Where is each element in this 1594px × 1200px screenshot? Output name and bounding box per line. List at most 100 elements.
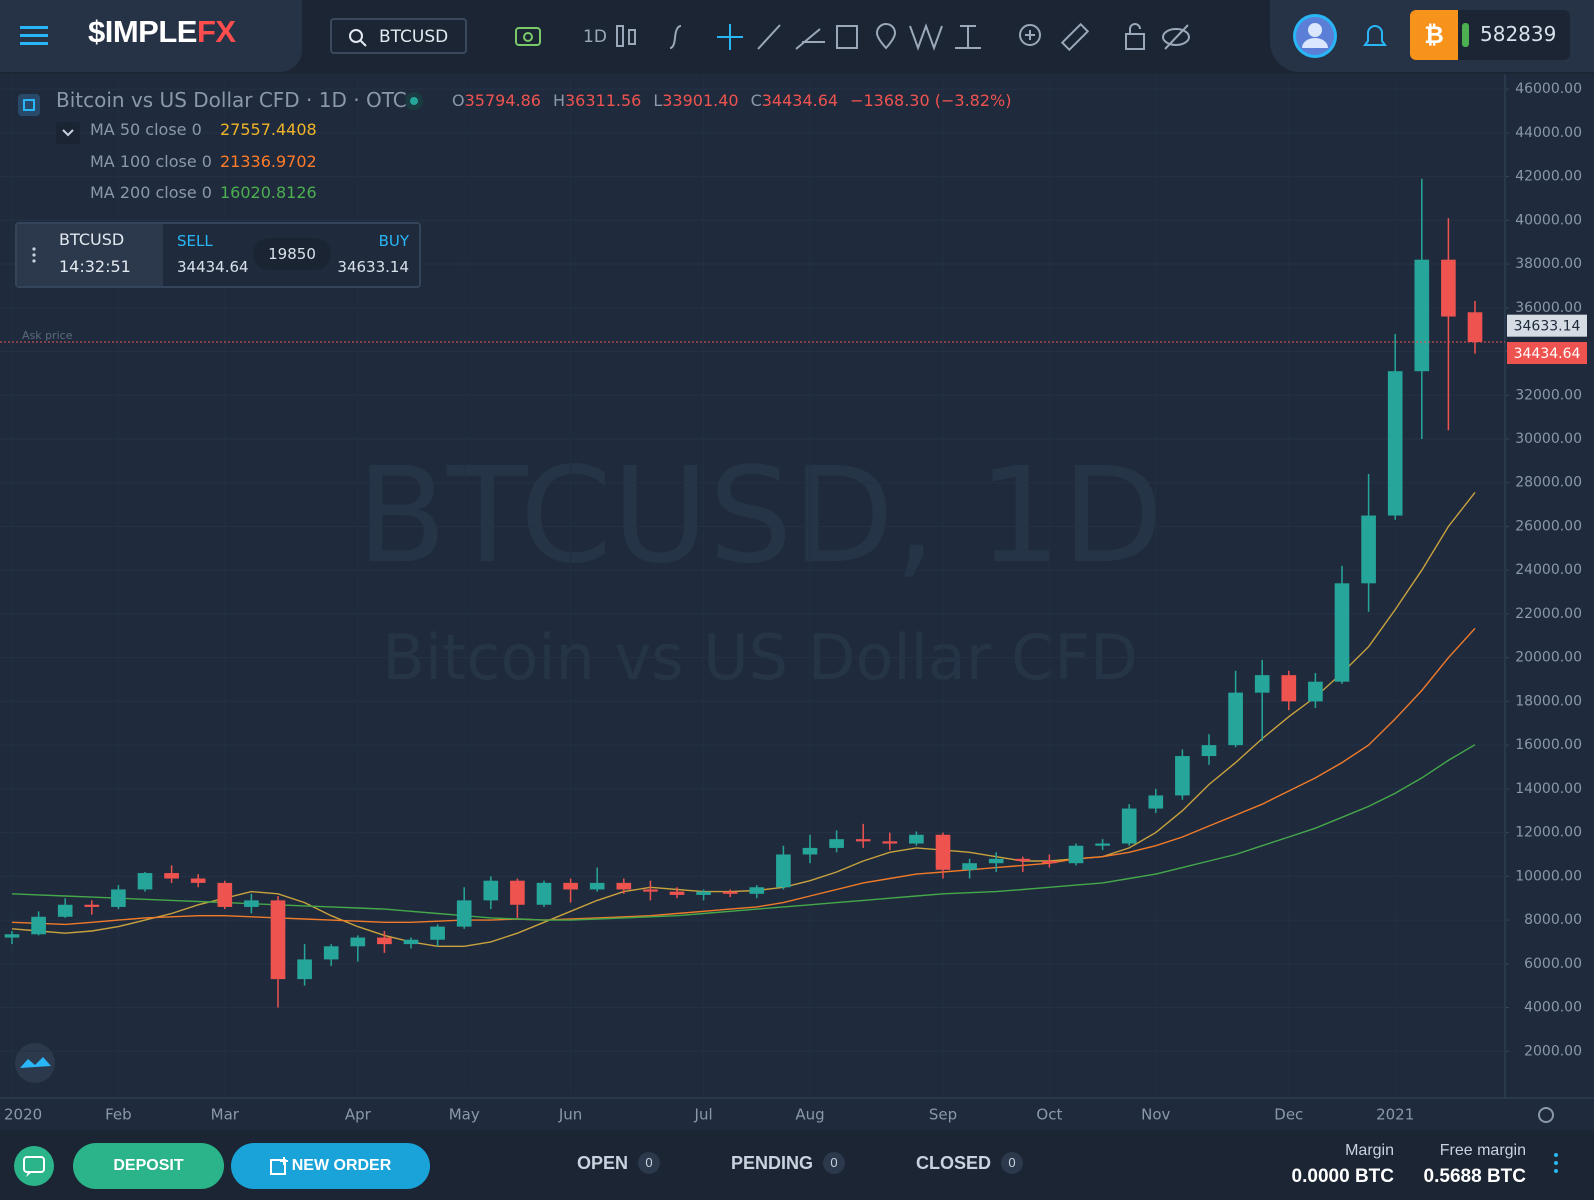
ohlc-legend: O35794.86 H36311.56 L33901.40 C34434.64 −136… <box>452 91 1011 110</box>
fib-button[interactable] <box>795 28 821 50</box>
candle-body <box>57 904 73 917</box>
candle-body <box>962 863 977 870</box>
trade-symbol: BTCUSD <box>59 230 125 249</box>
settings-icon[interactable] <box>1538 1107 1554 1123</box>
y-tick-label: 8000.00 <box>1524 912 1582 928</box>
x-tick-label: Mar <box>211 1106 240 1124</box>
x-tick-label: Oct <box>1036 1106 1062 1124</box>
free-margin-label: Free margin <box>1439 1142 1526 1159</box>
marker-button[interactable] <box>875 23 897 50</box>
chart-type-button[interactable] <box>616 25 624 47</box>
svg-text:₿: ₿ <box>1424 21 1444 49</box>
candle-body <box>244 900 259 907</box>
y-tick-label: 20000.00 <box>1515 650 1582 666</box>
tab-label: PENDING <box>731 1152 814 1173</box>
new-order-button[interactable]: NEW ORDER <box>231 1143 430 1189</box>
candle-body <box>643 889 658 892</box>
chart-logo-button[interactable] <box>15 1043 55 1083</box>
candle-body <box>1068 845 1084 864</box>
y-tick-label: 32000.00 <box>1515 387 1582 403</box>
logo[interactable]: $IMPLEFX <box>88 14 236 50</box>
y-tick-label: 40000.00 <box>1515 212 1582 228</box>
candle-body <box>190 878 206 883</box>
pattern-button[interactable] <box>909 23 943 51</box>
tab-label: OPEN <box>577 1152 629 1173</box>
ohlc-label: L <box>653 91 663 110</box>
order-tab[interactable]: PENDING 0 <box>731 1152 846 1174</box>
ma-name: MA 100 close 0 <box>90 151 212 171</box>
margin-value: 0.0000 BTC <box>1291 1166 1394 1187</box>
chart-logo-icon <box>20 1057 51 1068</box>
candle-body <box>1334 583 1350 682</box>
hide-button[interactable] <box>1162 28 1190 46</box>
trade-menu[interactable] <box>31 246 37 264</box>
trade-time: 14:32:51 <box>59 257 131 276</box>
btc-icon: ₿ <box>1410 10 1458 60</box>
watermark-symbol: BTCUSD, 1D <box>356 439 1163 593</box>
ruler-button[interactable] <box>1060 22 1090 52</box>
lock-button[interactable] <box>1125 33 1145 50</box>
zoom-button[interactable] <box>1019 24 1041 46</box>
ohlc-value: 35794.86 <box>464 91 541 110</box>
deposit-button[interactable]: DEPOSIT <box>73 1143 224 1189</box>
candle-body <box>84 904 100 907</box>
balance: 582839 <box>1480 22 1557 46</box>
logo-panel <box>0 0 302 72</box>
buy-label[interactable]: BUY <box>378 232 409 250</box>
ohlc-change: −1368.30 (−3.82%) <box>850 91 1012 110</box>
trade-widget: BTCUSD 14:32:51 SELL 34434.64 19850 BUY … <box>15 222 421 288</box>
candle-body <box>1361 515 1376 584</box>
sell-price[interactable]: 34434.64 <box>177 258 249 276</box>
candle-body <box>935 834 951 870</box>
more-button[interactable] <box>1553 1152 1559 1174</box>
candle-body <box>563 882 578 890</box>
candle-body <box>430 926 445 940</box>
ma-name: MA 50 close 0 <box>90 120 202 139</box>
candle-body <box>1228 692 1243 746</box>
candle-body <box>1308 681 1323 702</box>
snapshot-button[interactable] <box>515 27 541 46</box>
candle-body <box>829 839 844 848</box>
x-tick-label: Nov <box>1141 1106 1170 1124</box>
tab-count: 0 <box>823 1152 846 1174</box>
ma-name: MA 200 close 0 <box>90 183 212 202</box>
indicators-button[interactable] <box>669 25 682 49</box>
ohlc-label: O <box>452 91 465 110</box>
candle-body <box>1042 861 1057 864</box>
buy-price[interactable]: 34633.14 <box>337 258 409 276</box>
chat-button[interactable] <box>13 1145 55 1187</box>
candle-body <box>456 900 472 927</box>
candle-body <box>297 959 312 980</box>
candle-body <box>137 873 153 890</box>
y-tick-label: 46000.00 <box>1515 81 1582 97</box>
legend-title: Bitcoin vs US Dollar CFD · 1D · OTC <box>56 88 407 112</box>
order-tab[interactable]: OPEN 0 <box>577 1152 661 1174</box>
candle-body <box>988 858 1004 864</box>
symbol-icon[interactable] <box>16 92 42 118</box>
order-tab[interactable]: CLOSED 0 <box>916 1152 1024 1174</box>
shape-button[interactable] <box>836 25 858 49</box>
candle-body <box>722 891 738 894</box>
y-tick-label: 12000.00 <box>1515 825 1582 841</box>
x-tick-label: Jul <box>694 1106 713 1124</box>
menu-button[interactable] <box>20 24 50 48</box>
balance-box[interactable]: ₿ 582839 <box>1410 10 1570 60</box>
candle-body <box>696 891 711 895</box>
candle-body <box>1441 259 1456 317</box>
measure-button[interactable] <box>955 25 981 49</box>
collapse-button[interactable] <box>56 122 80 144</box>
interval-button[interactable]: 1D <box>583 27 607 47</box>
candle-body <box>1175 756 1190 796</box>
x-tick-label: Sep <box>929 1106 957 1124</box>
free-margin-value: 0.5688 BTC <box>1423 1166 1526 1187</box>
sell-label[interactable]: SELL <box>177 232 213 250</box>
y-tick-label: 22000.00 <box>1515 606 1582 622</box>
candle-body <box>1254 675 1270 693</box>
trendline-button[interactable] <box>757 24 781 50</box>
ma-value: 16020.8126 <box>220 183 317 202</box>
notifications-button[interactable] <box>1363 25 1387 46</box>
ohlc-value: 33901.40 <box>662 91 739 110</box>
candle-body <box>510 880 525 905</box>
symbol-search[interactable]: BTCUSD <box>330 18 467 54</box>
candle-body <box>1467 312 1483 343</box>
